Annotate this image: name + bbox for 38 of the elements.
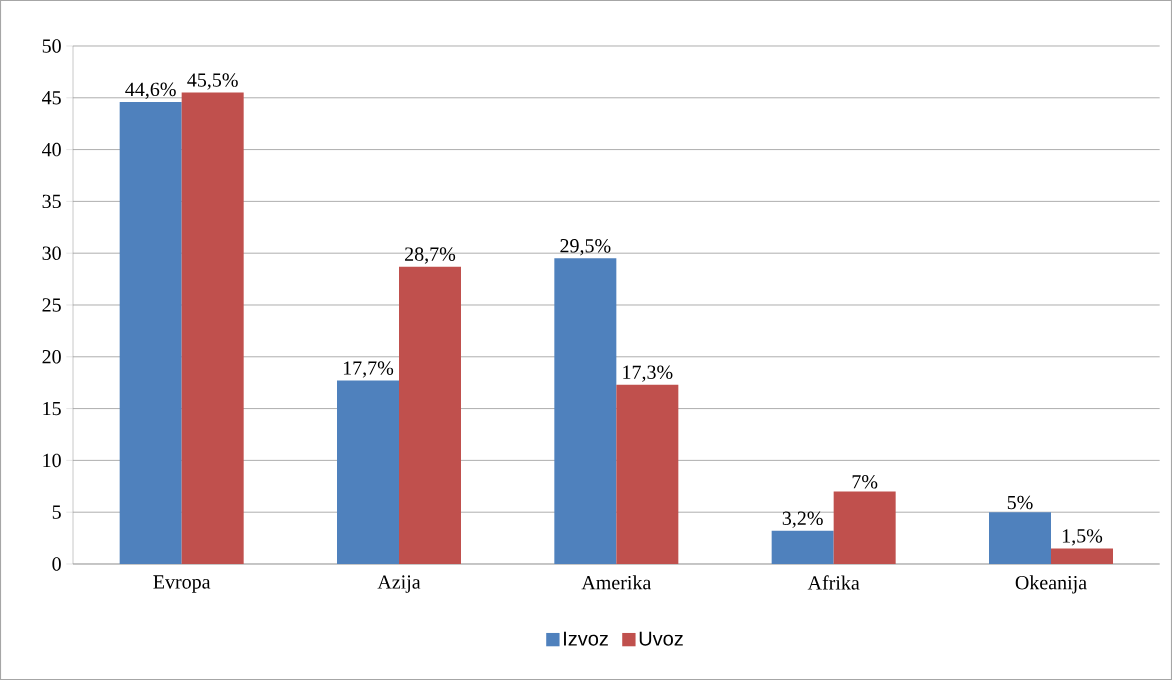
x-tick-label: Okeanija <box>1015 575 1087 594</box>
data-label: 28,7% <box>405 247 456 264</box>
data-label: 7% <box>852 474 878 489</box>
x-tick-label: Azija <box>377 575 421 593</box>
y-tick-label: 35 <box>42 194 61 209</box>
y-tick-label: 40 <box>42 142 61 157</box>
y-tick-label: 15 <box>43 401 61 416</box>
data-label: 5% <box>1007 495 1033 510</box>
bar <box>119 101 182 564</box>
bar <box>1051 548 1113 564</box>
data-label: 45,5% <box>187 73 238 90</box>
data-label: 17,3% <box>623 365 673 382</box>
y-tick-label: 25 <box>42 298 61 312</box>
y-tick-label: 45 <box>42 91 61 105</box>
bar <box>833 491 896 564</box>
legend-label: Izvoz <box>564 631 608 646</box>
y-tick-label: 5 <box>52 505 61 519</box>
bar <box>771 530 834 564</box>
x-tick-label: Afrika <box>807 575 860 590</box>
y-tick-label: 0 <box>52 557 61 571</box>
data-label: 17,7% <box>343 361 394 378</box>
bar <box>337 380 399 564</box>
bar <box>616 384 679 564</box>
y-tick-label: 30 <box>42 246 61 260</box>
bar <box>399 266 461 564</box>
bar <box>989 512 1051 564</box>
x-tick-label: Amerika <box>581 575 652 590</box>
data-label: 29,5% <box>560 239 611 256</box>
bar <box>554 258 617 564</box>
data-label: 44,6% <box>125 82 176 99</box>
y-tick-label: 10 <box>43 453 61 468</box>
data-label: 3,2% <box>782 511 823 528</box>
x-tick-label: Evropa <box>153 575 211 593</box>
bar <box>181 92 244 564</box>
data-label: 1,5% <box>1062 529 1103 546</box>
y-tick-label: 20 <box>42 350 61 364</box>
legend-label: Uvoz <box>639 631 683 646</box>
y-tick-label: 50 <box>42 39 61 53</box>
